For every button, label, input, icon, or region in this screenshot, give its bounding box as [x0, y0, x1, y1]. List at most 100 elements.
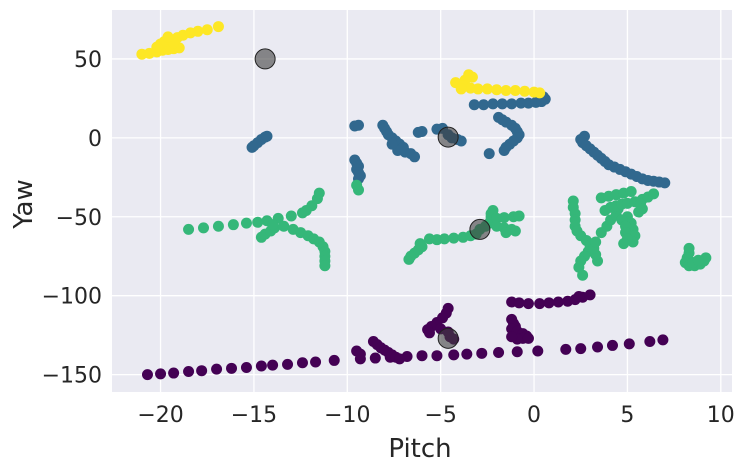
data-point: [212, 220, 224, 232]
data-point: [500, 85, 512, 97]
data-point: [455, 83, 467, 95]
y-tick-label: 0: [88, 127, 102, 152]
data-point: [522, 298, 534, 310]
data-point: [543, 297, 555, 309]
data-point: [261, 130, 273, 142]
data-point: [509, 225, 521, 237]
highlight-point: [437, 327, 459, 349]
data-point: [573, 291, 585, 302]
data-point: [394, 353, 406, 365]
data-point: [618, 238, 630, 250]
data-point: [648, 188, 660, 200]
highlight-point: [437, 126, 459, 148]
data-point: [590, 236, 602, 248]
data-point: [141, 369, 153, 381]
data-point: [155, 368, 167, 380]
data-point: [227, 219, 239, 231]
data-point: [310, 356, 322, 368]
data-point: [354, 348, 366, 360]
data-point: [353, 119, 365, 131]
data-point: [522, 332, 534, 344]
data-point: [226, 362, 238, 374]
data-point: [498, 212, 510, 224]
data-point: [644, 335, 656, 347]
x-tick-label: −15: [231, 403, 277, 428]
data-point: [493, 347, 505, 359]
y-tick-label: 50: [74, 48, 102, 73]
data-point: [151, 41, 163, 53]
data-point: [633, 206, 645, 218]
data-point: [481, 83, 493, 95]
data-point: [416, 350, 428, 362]
data-point: [448, 349, 460, 361]
data-point: [328, 354, 340, 366]
x-tick-label: 5: [620, 403, 634, 428]
data-point: [201, 24, 213, 36]
x-tick-label: −5: [424, 403, 456, 428]
data-point: [509, 85, 521, 97]
data-point: [267, 359, 279, 371]
data-point: [278, 220, 290, 232]
data-point: [478, 99, 490, 111]
data-point: [534, 298, 546, 310]
data-point: [577, 269, 589, 281]
y-tick-label: −100: [42, 285, 102, 310]
data-point: [192, 25, 204, 37]
data-point: [584, 289, 596, 301]
data-point: [252, 216, 264, 228]
data-point: [369, 352, 381, 364]
data-point: [560, 343, 572, 355]
data-point: [198, 222, 210, 234]
x-axis-ticks: −20 −15 −10 −5 0 5 10: [137, 403, 734, 428]
data-point: [491, 84, 503, 96]
data-point: [506, 98, 518, 110]
data-point: [285, 210, 297, 222]
x-axis-label: Pitch: [388, 434, 451, 464]
highlight-point: [254, 48, 276, 70]
data-point: [513, 210, 525, 222]
y-tick-label: −150: [42, 364, 102, 389]
x-tick-label: −20: [137, 403, 183, 428]
data-point: [168, 367, 180, 379]
data-point: [448, 232, 460, 244]
data-point: [461, 348, 473, 360]
data-point: [623, 338, 635, 350]
data-point: [468, 99, 480, 111]
data-points: [136, 21, 712, 381]
data-point: [657, 334, 669, 346]
data-point: [196, 365, 208, 377]
x-tick-label: 10: [707, 403, 735, 428]
data-point: [267, 219, 279, 231]
data-point: [500, 227, 512, 239]
data-point: [183, 223, 195, 235]
data-point: [423, 327, 435, 339]
data-point: [319, 260, 331, 272]
data-point: [211, 363, 223, 375]
y-axis-ticks: −150 −100 −50 0 50: [42, 48, 102, 389]
data-point: [592, 341, 604, 353]
data-point: [240, 217, 252, 229]
data-point: [386, 138, 398, 150]
data-point: [498, 144, 510, 156]
data-point: [513, 297, 525, 309]
data-point: [183, 365, 195, 377]
data-point: [496, 98, 508, 110]
data-point: [416, 126, 428, 138]
highlight-point: [469, 218, 491, 240]
data-point: [296, 357, 308, 369]
data-point: [472, 83, 484, 95]
data-point: [659, 177, 671, 189]
data-point: [552, 296, 564, 308]
data-point: [483, 148, 495, 160]
data-point: [431, 350, 443, 362]
data-point: [313, 187, 325, 199]
data-point: [625, 186, 637, 198]
data-point: [409, 151, 421, 163]
data-point: [692, 254, 704, 266]
data-point: [575, 343, 587, 355]
data-point: [162, 31, 174, 43]
data-point: [212, 21, 224, 33]
data-point: [255, 360, 267, 372]
